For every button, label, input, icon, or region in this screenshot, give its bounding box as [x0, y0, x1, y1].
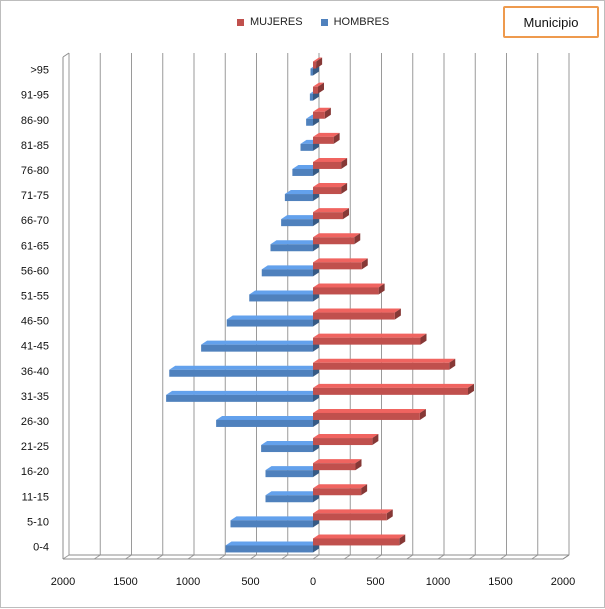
- bar-hombres-11-15: [265, 491, 319, 503]
- bar-hombres-61-65: [270, 240, 319, 252]
- floor-gridline: [437, 554, 445, 560]
- floor-gridline: [250, 554, 257, 560]
- legend-label-mujeres: MUJERES: [250, 16, 303, 28]
- bar-mujeres-21-25: [313, 434, 379, 446]
- side-wall-top-edge: [62, 52, 70, 58]
- bar-hombres-56-60: [261, 265, 319, 277]
- bar-mujeres-5-10: [313, 509, 393, 521]
- x-tick-label: 1500: [488, 576, 512, 588]
- floor-right-edge: [562, 554, 570, 560]
- floor-gridline: [500, 554, 507, 560]
- y-tick-label: 26-30: [21, 416, 49, 428]
- chart-title: Municipio: [523, 14, 579, 30]
- bar-mujeres-0-4: [313, 534, 406, 546]
- bar-mujeres-66-70: [313, 208, 349, 220]
- bar-hombres-16-20: [265, 466, 319, 478]
- bar-mujeres-41-45: [313, 333, 427, 345]
- y-tick-label: 46-50: [21, 316, 49, 328]
- y-tick-label: 86-90: [21, 115, 49, 127]
- bar-mujeres->95: [313, 57, 323, 69]
- bar-mujeres-91-95: [313, 82, 324, 94]
- bar-hombres-5-10: [230, 516, 319, 528]
- y-tick-label: 66-70: [21, 215, 49, 227]
- y-tick-label: 21-25: [21, 441, 49, 453]
- bar-mujeres-46-50: [313, 308, 401, 320]
- bar-hombres-31-35: [166, 390, 319, 402]
- floor-gridline: [93, 554, 101, 560]
- x-tick-label: 2000: [51, 576, 75, 588]
- floor-gridline: [125, 554, 132, 560]
- bar-hombres-46-50: [226, 315, 319, 327]
- x-tick-label: 1000: [426, 576, 450, 588]
- bar-hombres-0-4: [225, 541, 319, 553]
- x-tick-label: 1500: [113, 576, 137, 588]
- legend-item-hombres: HOMBRES: [320, 16, 390, 28]
- x-tick-label: 500: [241, 576, 259, 588]
- y-tick-label: 71-75: [21, 190, 49, 202]
- bar-hombres-21-25: [261, 441, 319, 453]
- y-tick-label: 51-55: [21, 290, 49, 302]
- floor-gridline: [187, 554, 195, 560]
- legend-item-mujeres: MUJERES: [237, 16, 303, 28]
- y-tick-label: 0-4: [33, 541, 49, 553]
- y-tick-label: 76-80: [21, 165, 49, 177]
- floor-gridline: [468, 554, 476, 560]
- legend: MUJERES HOMBRES: [237, 14, 389, 30]
- legend-label-hombres: HOMBRES: [333, 16, 390, 28]
- bar-mujeres-76-80: [313, 157, 348, 169]
- floor-gridline: [312, 554, 320, 560]
- bar-mujeres-26-30: [313, 408, 426, 420]
- x-tick-label: 0: [310, 576, 316, 588]
- floor-gridline: [531, 554, 539, 560]
- y-tick-label: 5-10: [27, 516, 49, 528]
- chart-title-box: Municipio: [503, 6, 599, 38]
- y-tick-label: >95: [30, 65, 49, 77]
- x-tick-label: 2000: [551, 576, 575, 588]
- bar-mujeres-31-35: [313, 383, 474, 395]
- floor-gridline: [218, 554, 226, 560]
- floor-gridline: [156, 554, 164, 560]
- y-tick-label: 11-15: [22, 491, 49, 503]
- y-tick-label: 61-65: [21, 240, 49, 252]
- y-tick-label: 16-20: [21, 466, 49, 478]
- bar-mujeres-36-40: [313, 358, 456, 370]
- bar-mujeres-86-90: [313, 107, 331, 119]
- floor-gridline: [375, 554, 382, 560]
- legend-swatch-mujeres: [237, 18, 244, 26]
- bar-mujeres-56-60: [313, 258, 368, 270]
- y-tick-label: 91-95: [21, 90, 49, 102]
- legend-swatch-hombres: [320, 18, 328, 26]
- bar-mujeres-81-85: [313, 132, 340, 144]
- floor-gridline: [406, 554, 414, 560]
- bar-hombres-51-55: [249, 290, 319, 302]
- floor-gridline: [62, 554, 70, 560]
- bar-mujeres-16-20: [313, 459, 362, 471]
- bar-mujeres-71-75: [313, 183, 348, 195]
- bar-hombres-36-40: [169, 365, 319, 377]
- bar-mujeres-61-65: [313, 233, 361, 245]
- y-tick-label: 36-40: [21, 366, 49, 378]
- x-tick-label: 500: [366, 576, 384, 588]
- y-tick-label: 41-45: [21, 341, 49, 353]
- bar-mujeres-11-15: [313, 484, 368, 496]
- floor-gridline: [281, 554, 289, 560]
- bar-hombres-26-30: [216, 415, 319, 427]
- bar-hombres-41-45: [201, 340, 319, 352]
- y-tick-label: 81-85: [21, 140, 49, 152]
- y-tick-label: 31-35: [21, 391, 49, 403]
- x-tick-label: 1000: [176, 576, 200, 588]
- y-tick-label: 56-60: [21, 265, 49, 277]
- floor-gridline: [343, 554, 351, 560]
- bar-mujeres-51-55: [313, 283, 385, 295]
